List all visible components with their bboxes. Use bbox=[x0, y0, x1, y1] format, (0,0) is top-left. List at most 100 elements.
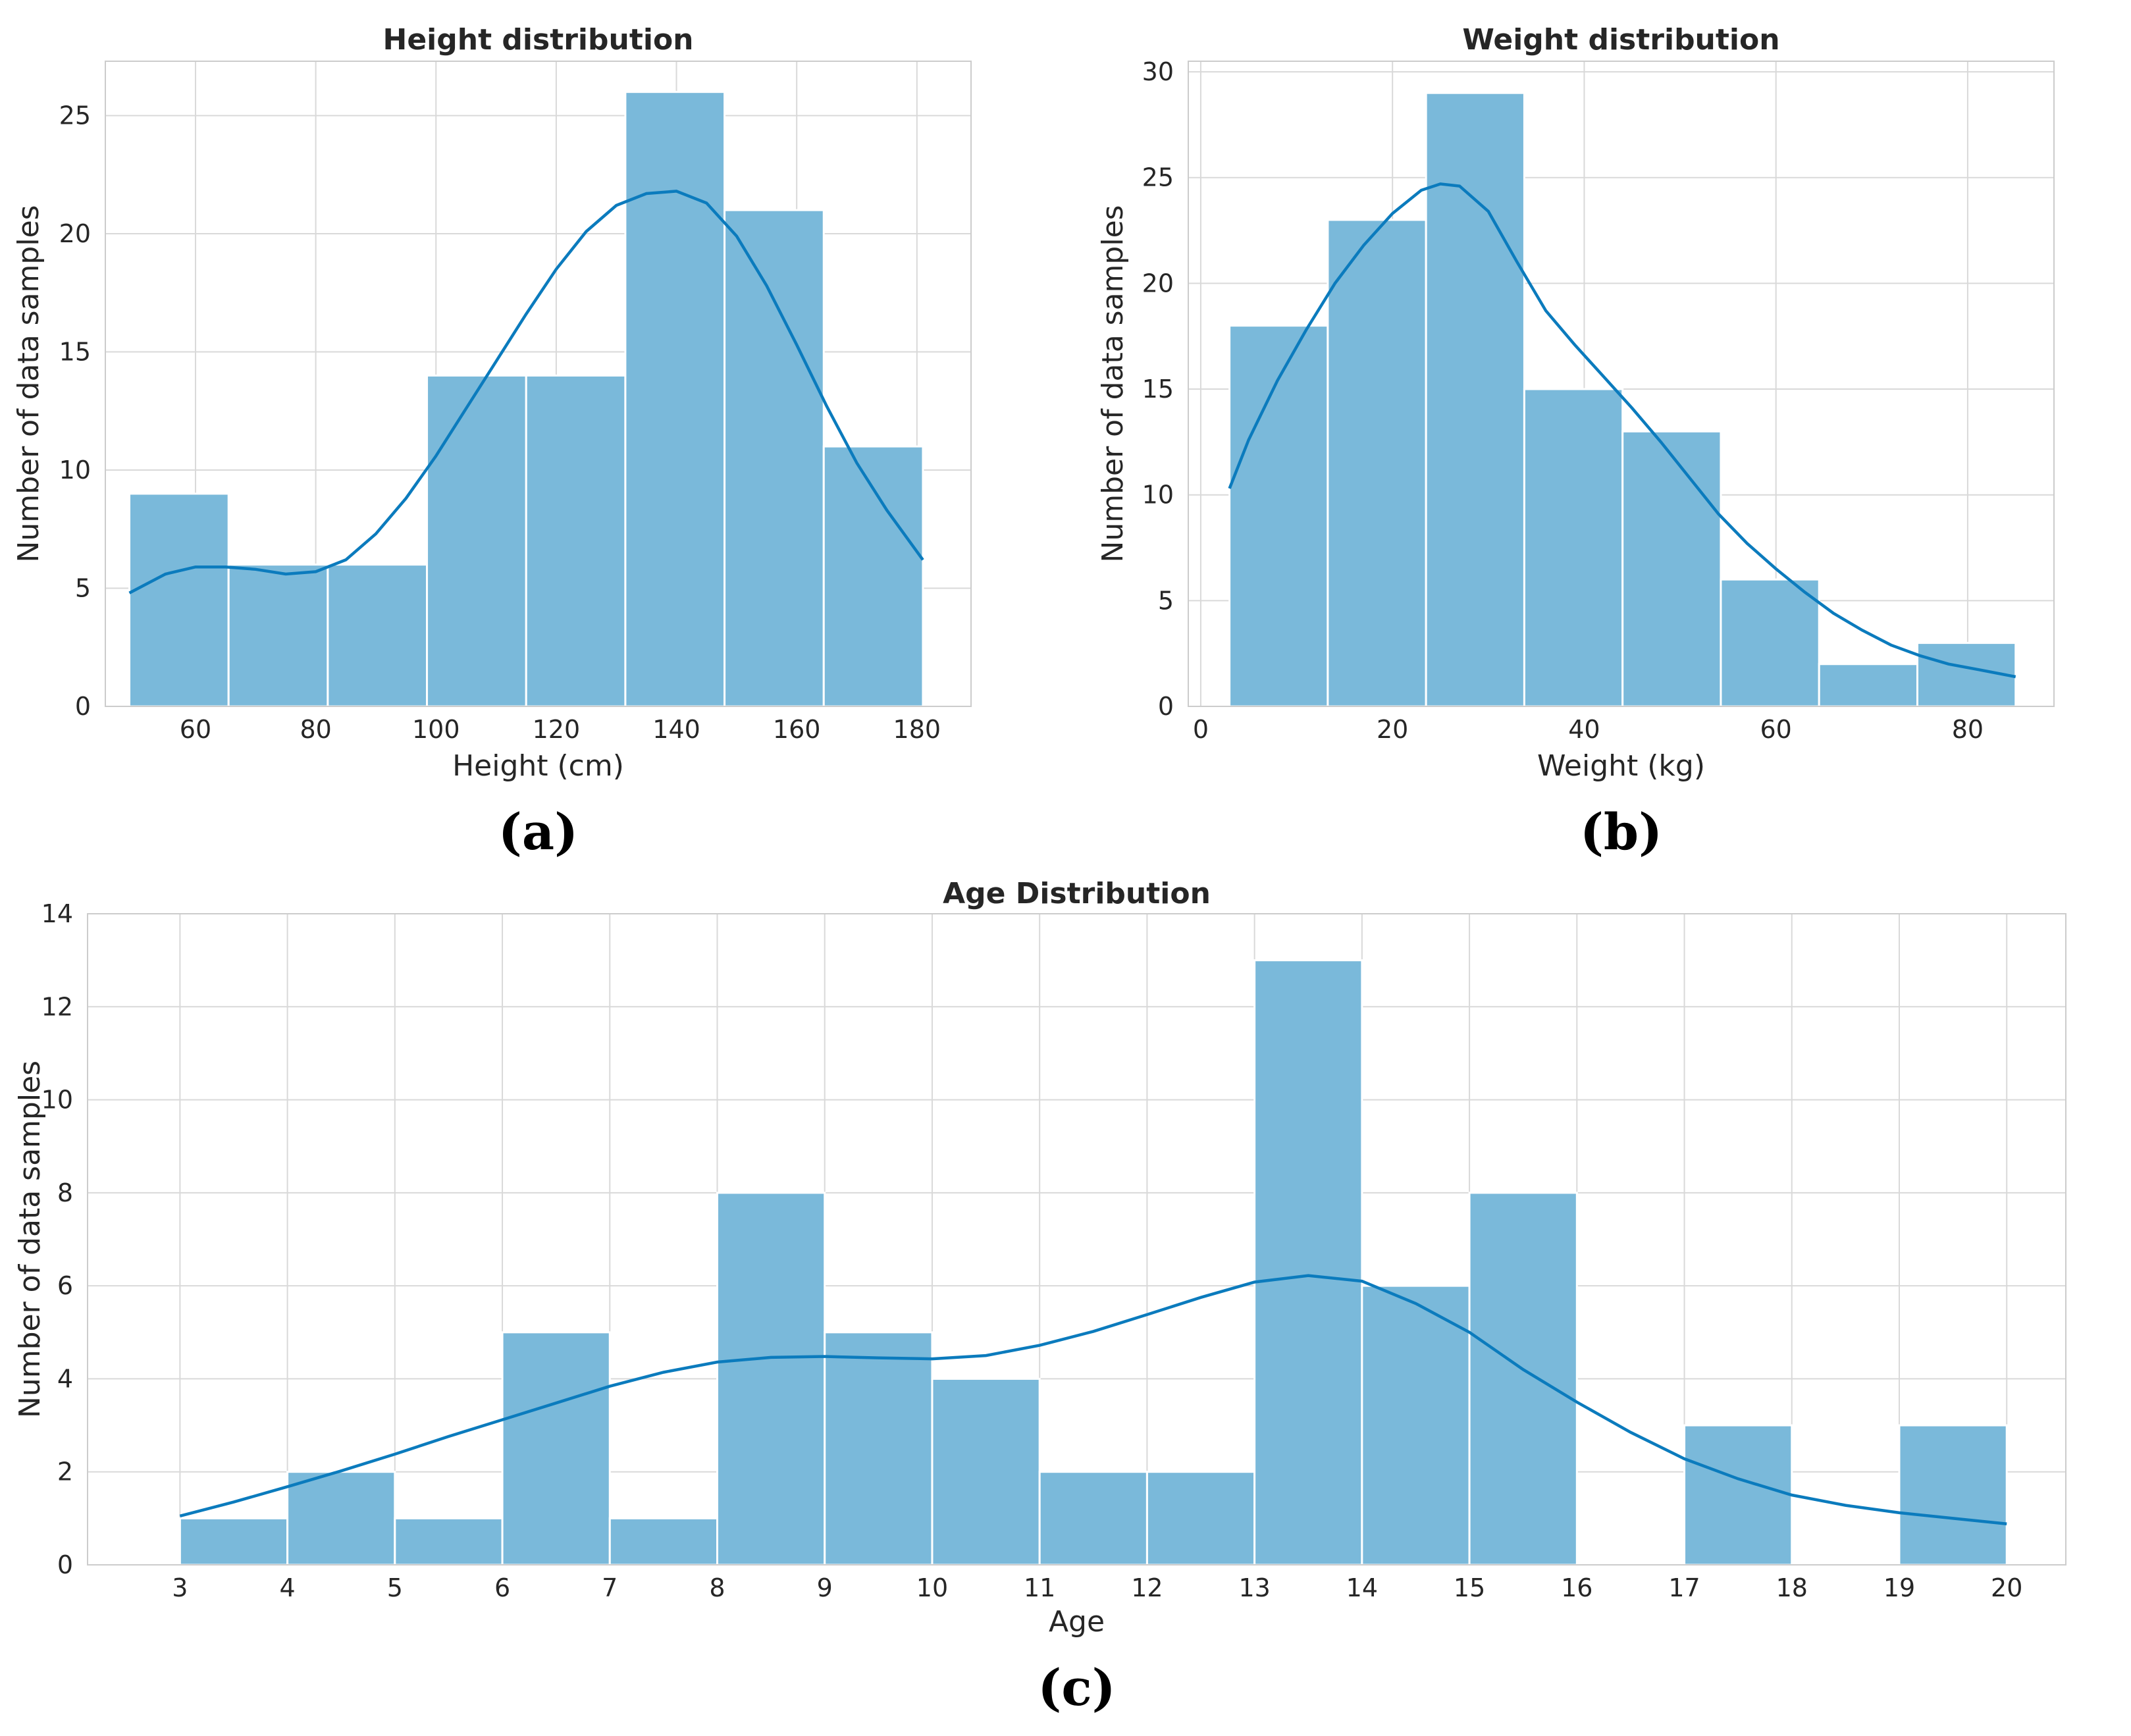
panel-label: (b) bbox=[1580, 802, 1662, 861]
histogram-bar bbox=[1818, 663, 1918, 708]
x-tick-label: 80 bbox=[1952, 715, 1984, 744]
histogram-bar bbox=[1621, 430, 1722, 708]
x-tick-label: 3 bbox=[172, 1573, 188, 1602]
x-tick-label: 0 bbox=[1193, 715, 1209, 744]
weight-histogram-chart: Weight distribution Weight (kg) Number o… bbox=[1096, 23, 2055, 861]
histogram-bar bbox=[178, 1517, 289, 1566]
x-tick-label: 140 bbox=[652, 715, 700, 744]
y-tick-label: 2 bbox=[57, 1458, 73, 1486]
y-tick-label: 0 bbox=[57, 1550, 73, 1579]
histogram-bars bbox=[178, 959, 2008, 1566]
y-tick-label: 14 bbox=[41, 899, 73, 928]
y-tick-label: 25 bbox=[1142, 163, 1174, 192]
x-tick-label: 13 bbox=[1238, 1573, 1270, 1602]
histogram-bar bbox=[1425, 92, 1525, 708]
histogram-bar bbox=[931, 1377, 1041, 1566]
y-tick-label: 15 bbox=[1142, 375, 1174, 404]
panel-label: (c) bbox=[1038, 1658, 1115, 1717]
y-axis-label: Number of data samples bbox=[12, 205, 45, 562]
y-axis-label: Number of data samples bbox=[13, 1061, 47, 1418]
x-tick-label: 11 bbox=[1024, 1573, 1055, 1602]
histogram-bar bbox=[716, 1192, 826, 1566]
x-tick-label: 100 bbox=[412, 715, 460, 744]
y-tick-label: 30 bbox=[1142, 57, 1174, 86]
x-tick-label: 17 bbox=[1668, 1573, 1700, 1602]
histogram-bar bbox=[723, 209, 825, 708]
y-tick-label: 10 bbox=[59, 456, 91, 485]
histogram-bar bbox=[426, 374, 527, 708]
x-tick-label: 14 bbox=[1346, 1573, 1378, 1602]
y-tick-label: 15 bbox=[59, 338, 91, 367]
histogram-bar bbox=[822, 445, 924, 708]
y-tick-label: 0 bbox=[75, 692, 91, 721]
kde-curve bbox=[128, 190, 924, 594]
panel-label: (a) bbox=[498, 802, 578, 861]
x-tick-label: 10 bbox=[916, 1573, 948, 1602]
x-tick-label: 19 bbox=[1883, 1573, 1915, 1602]
y-tick-label: 20 bbox=[1142, 269, 1174, 298]
plot-frame bbox=[1188, 61, 2055, 707]
chart-title: Weight distribution bbox=[1462, 23, 1779, 57]
x-axis-label: Height (cm) bbox=[452, 749, 624, 783]
histogram-bar bbox=[1720, 578, 1820, 708]
x-tick-label: 5 bbox=[387, 1573, 403, 1602]
kde-curve bbox=[1228, 182, 2016, 679]
histogram-bar bbox=[394, 1517, 504, 1566]
x-tick-label: 6 bbox=[494, 1573, 510, 1602]
y-tick-label: 10 bbox=[1142, 481, 1174, 510]
histogram-bar bbox=[1468, 1192, 1578, 1566]
y-tick-label: 25 bbox=[59, 101, 91, 130]
histogram-bar bbox=[1253, 959, 1363, 1566]
x-tick-label: 4 bbox=[280, 1573, 296, 1602]
y-axis-label: Number of data samples bbox=[1096, 205, 1130, 562]
chart-title: Height distribution bbox=[383, 23, 694, 57]
x-tick-label: 16 bbox=[1561, 1573, 1592, 1602]
histogram-bar bbox=[327, 564, 429, 708]
y-tick-label: 12 bbox=[41, 992, 73, 1021]
x-tick-label: 8 bbox=[709, 1573, 725, 1602]
histogram-bar bbox=[608, 1517, 719, 1566]
histogram-bar bbox=[128, 492, 230, 708]
plot-frame bbox=[105, 61, 972, 707]
chart-title: Age Distribution bbox=[943, 877, 1211, 910]
plot-frame bbox=[87, 913, 2066, 1565]
histogram-bar bbox=[1523, 388, 1624, 708]
histogram-bar bbox=[501, 1331, 611, 1566]
histogram-bar bbox=[1327, 219, 1427, 708]
histogram-bar bbox=[1898, 1424, 2008, 1566]
x-tick-label: 15 bbox=[1454, 1573, 1485, 1602]
x-tick-label: 20 bbox=[1991, 1573, 2022, 1602]
histogram-bar bbox=[1145, 1471, 1256, 1566]
height-histogram-chart: Height distribution Height (cm) Number o… bbox=[12, 23, 972, 861]
x-axis-label: Weight (kg) bbox=[1537, 749, 1705, 783]
histogram-bar bbox=[227, 564, 329, 708]
y-tick-label: 4 bbox=[57, 1364, 73, 1393]
y-tick-label: 5 bbox=[1158, 586, 1174, 615]
histogram-bar bbox=[286, 1471, 396, 1566]
x-tick-label: 80 bbox=[300, 715, 331, 744]
y-tick-label: 5 bbox=[75, 574, 91, 603]
x-tick-label: 60 bbox=[1760, 715, 1792, 744]
kde-curve bbox=[179, 1274, 2007, 1526]
histogram-bar bbox=[1228, 325, 1329, 708]
y-tick-label: 0 bbox=[1158, 692, 1174, 721]
age-histogram-chart: Age Distribution Age Number of data samp… bbox=[13, 877, 2066, 1717]
x-tick-label: 20 bbox=[1377, 715, 1408, 744]
x-tick-label: 12 bbox=[1131, 1573, 1163, 1602]
y-tick-label: 6 bbox=[57, 1271, 73, 1300]
x-axis-label: Age bbox=[1049, 1605, 1105, 1639]
y-tick-label: 8 bbox=[57, 1178, 73, 1207]
x-tick-label: 18 bbox=[1776, 1573, 1808, 1602]
histogram-bar bbox=[824, 1331, 934, 1566]
histogram-bar bbox=[1361, 1284, 1471, 1566]
histogram-bars bbox=[128, 91, 924, 708]
x-tick-label: 40 bbox=[1568, 715, 1600, 744]
x-tick-label: 7 bbox=[602, 1573, 618, 1602]
histogram-bar bbox=[525, 374, 627, 708]
x-tick-label: 60 bbox=[180, 715, 211, 744]
x-tick-label: 180 bbox=[893, 715, 941, 744]
y-tick-label: 20 bbox=[59, 219, 91, 248]
x-tick-label: 160 bbox=[773, 715, 821, 744]
y-tick-label: 10 bbox=[41, 1086, 73, 1115]
